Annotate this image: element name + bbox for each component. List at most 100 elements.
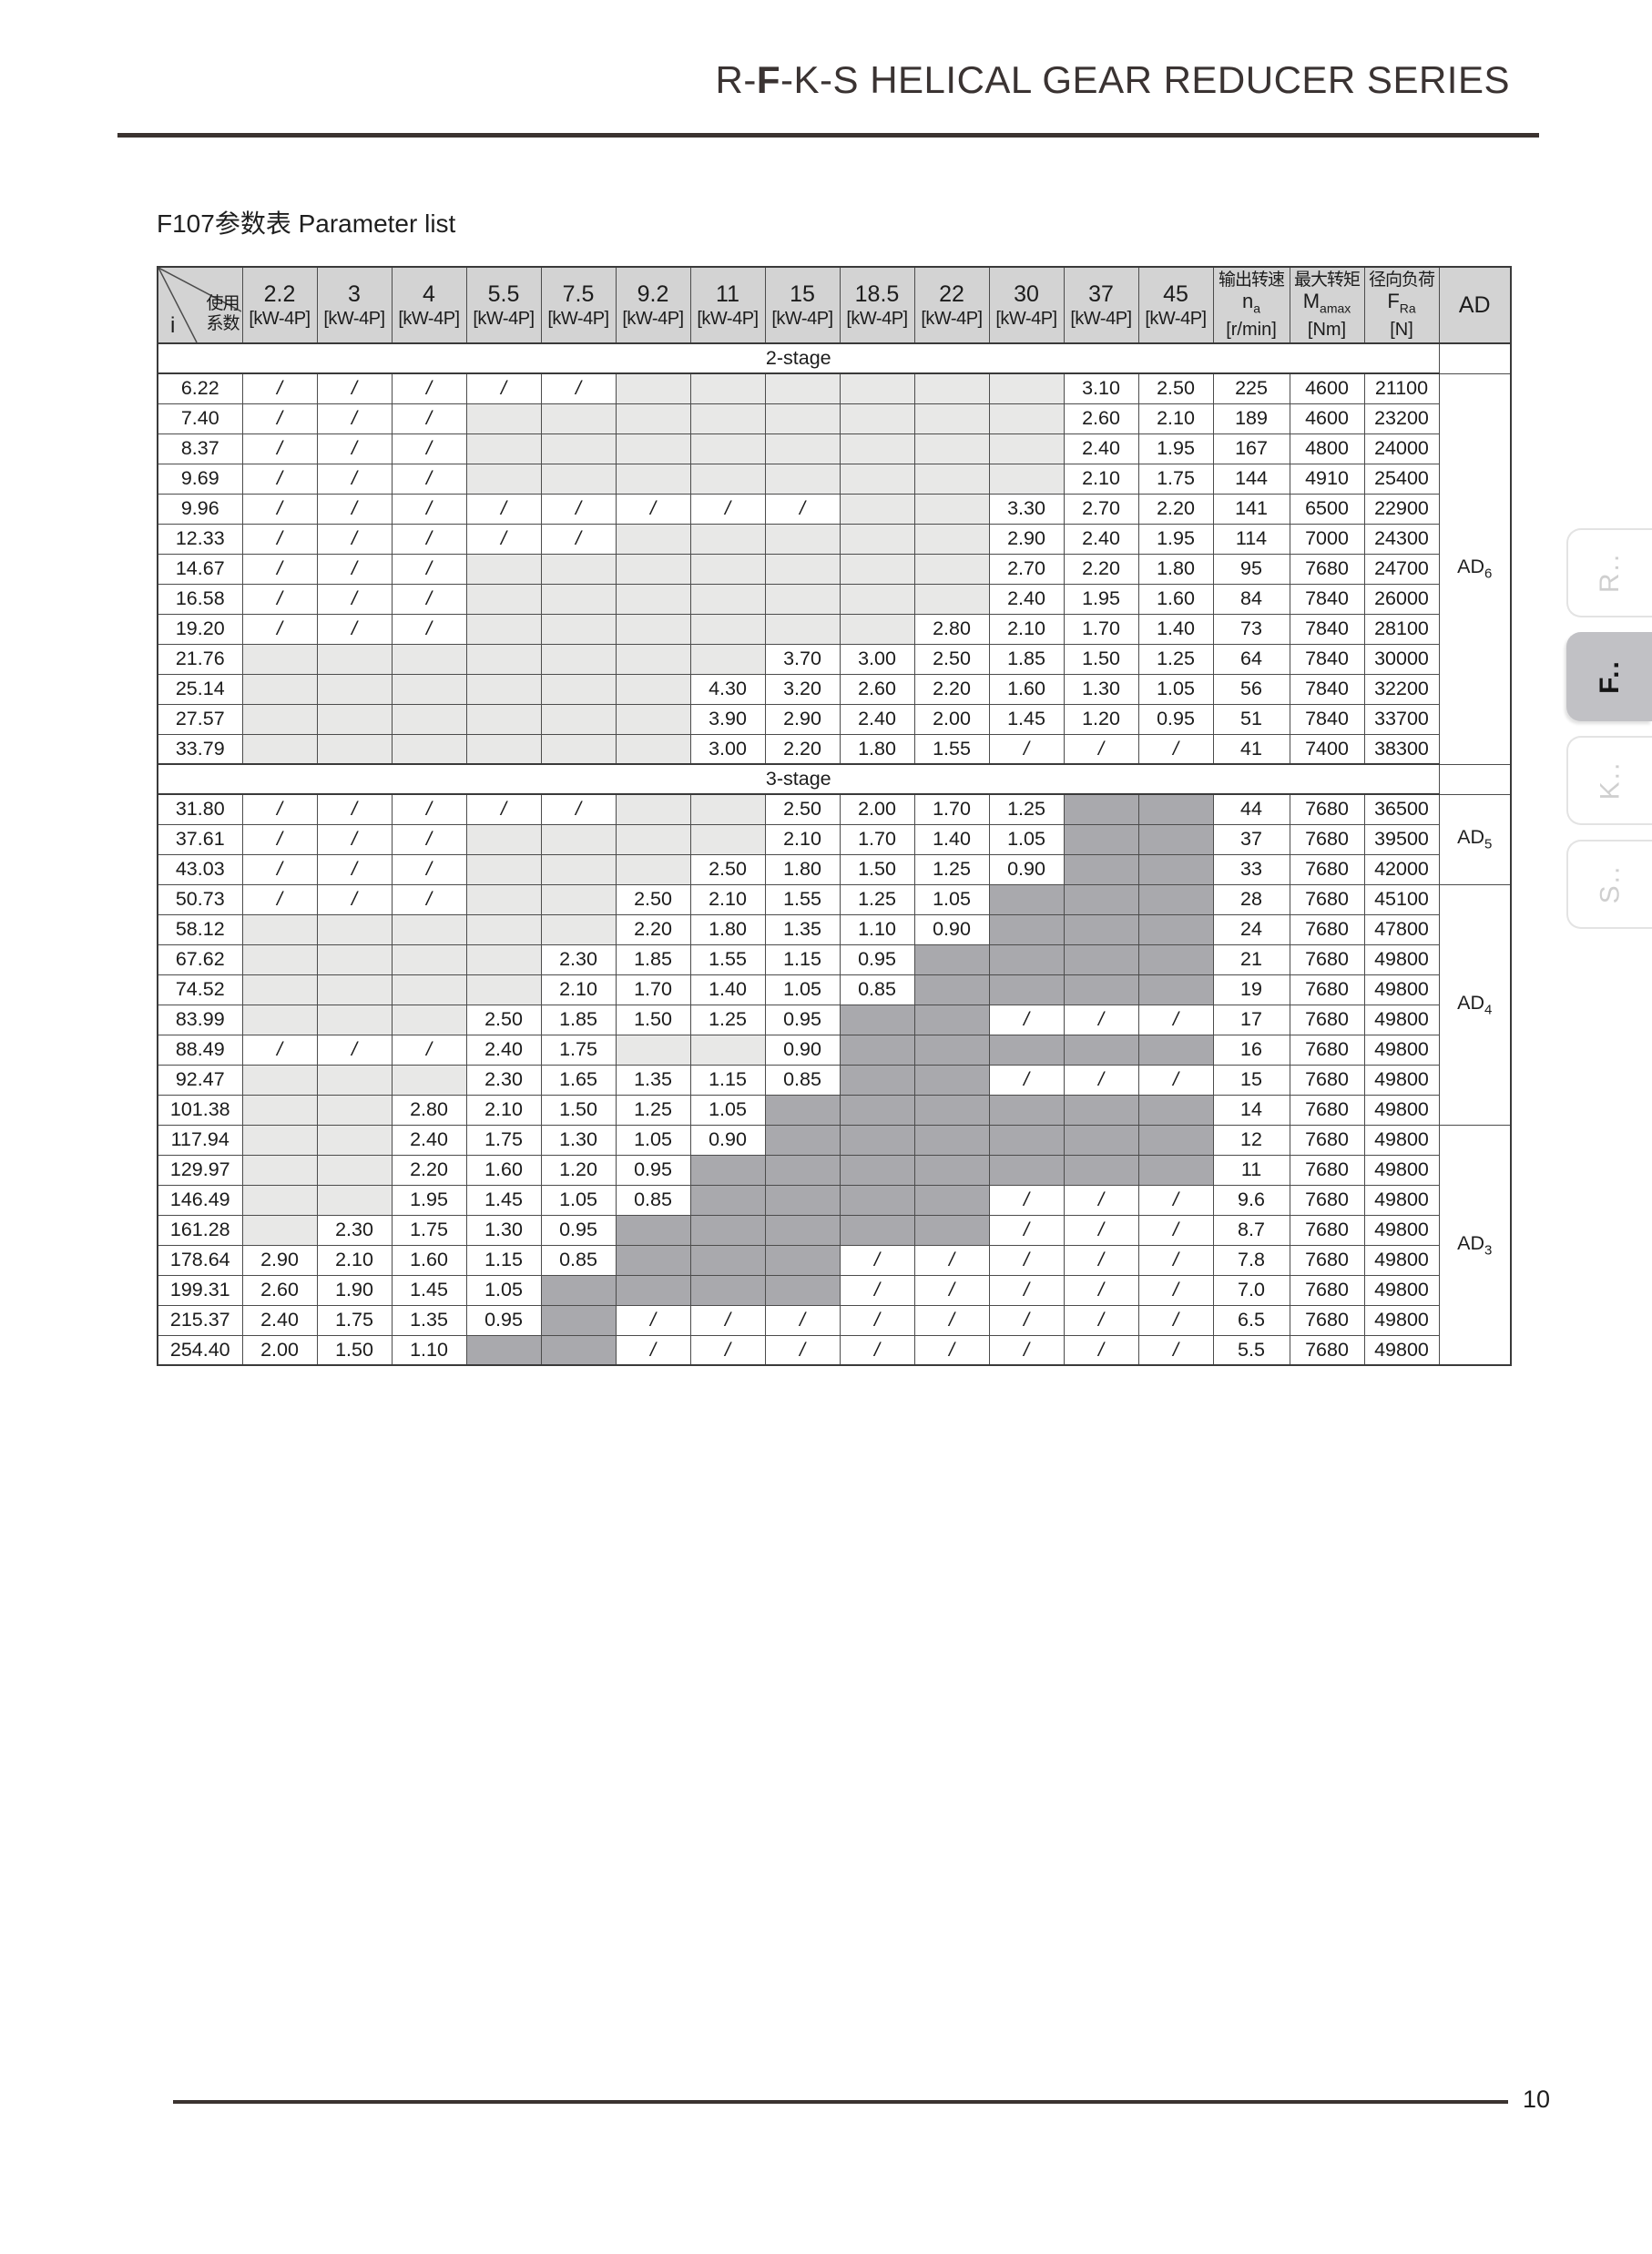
not-applicable-cell: / — [1137, 1184, 1214, 1216]
service-factor-cell: 1.50 — [316, 1334, 393, 1366]
table-row: 199.31 2.60 1.90 1.45 1.05// / //7.0 7680 49800 — [157, 1274, 1511, 1306]
blocked-cell — [764, 1244, 841, 1276]
empty-cell — [689, 463, 766, 495]
max-torque-cell: 4910 — [1289, 463, 1365, 495]
max-torque-cell: 7680 — [1289, 1094, 1365, 1126]
empty-cell — [241, 1004, 318, 1035]
side-tab-r[interactable]: R.. — [1566, 528, 1652, 617]
blocked-cell — [1137, 1154, 1214, 1186]
max-torque-cell: 7680 — [1289, 853, 1365, 885]
empty-cell — [540, 613, 617, 645]
empty-cell — [615, 553, 691, 585]
max-torque-cell: 7680 — [1289, 1214, 1365, 1246]
not-applicable-cell: / — [391, 403, 467, 434]
not-applicable-cell: / — [241, 523, 318, 555]
page-number: 10 — [1523, 2086, 1551, 2113]
not-applicable-cell: / — [1137, 1004, 1214, 1035]
col-header-11kw: 11 [kW-4P] — [689, 266, 766, 344]
blocked-cell — [1063, 913, 1139, 945]
service-factor-cell: 1.75 — [465, 1124, 542, 1156]
empty-cell — [241, 733, 318, 765]
service-factor-cell: 1.70 — [839, 823, 915, 855]
not-applicable-cell: / — [615, 1334, 691, 1366]
empty-cell — [689, 372, 766, 404]
not-applicable-cell: / — [1063, 1004, 1139, 1035]
not-applicable-cell: / — [913, 1304, 990, 1336]
radial-load-cell: 22900 — [1363, 493, 1440, 525]
service-factor-cell: 1.25 — [913, 853, 990, 885]
empty-cell — [839, 493, 915, 525]
empty-cell — [615, 643, 691, 675]
ratio-cell: 6.22 — [157, 372, 243, 404]
not-applicable-cell: / — [241, 553, 318, 585]
empty-cell — [241, 943, 318, 975]
service-factor-cell: 3.20 — [764, 673, 841, 705]
service-factor-cell: 1.95 — [1137, 523, 1214, 555]
not-applicable-cell: / — [839, 1334, 915, 1366]
service-factor-cell: 1.60 — [988, 673, 1065, 705]
max-torque-cell: 7680 — [1289, 793, 1365, 825]
side-tab-bar: R.. F.. K.. S.. — [1565, 0, 1652, 2254]
service-factor-cell: 2.80 — [391, 1094, 467, 1126]
empty-cell — [316, 1124, 393, 1156]
not-applicable-cell: / — [316, 553, 393, 585]
max-torque-cell: 4600 — [1289, 403, 1365, 434]
table-row: 37.61///2.10 1.70 1.40 1.05 37 7680 39500 — [157, 823, 1511, 855]
ratio-cell: 199.31 — [157, 1274, 243, 1306]
service-factor-cell: 1.60 — [1137, 583, 1214, 615]
service-factor-cell: 2.00 — [913, 703, 990, 735]
service-factor-cell: 2.10 — [540, 974, 617, 1005]
ratio-cell: 58.12 — [157, 913, 243, 945]
blocked-cell — [913, 1154, 990, 1186]
service-factor-cell: 1.25 — [689, 1004, 766, 1035]
blocked-cell — [1137, 974, 1214, 1005]
service-factor-cell: 2.40 — [391, 1124, 467, 1156]
table-row: 33.79 3.00 2.20 1.80 1.55///41 7400 38300 — [157, 733, 1511, 765]
service-factor-cell: 1.35 — [615, 1064, 691, 1096]
max-torque-cell: 7680 — [1289, 1154, 1365, 1186]
service-factor-cell: 1.25 — [988, 793, 1065, 825]
service-factor-cell: 0.90 — [913, 913, 990, 945]
empty-cell — [689, 523, 766, 555]
service-factor-cell: 1.80 — [689, 913, 766, 945]
service-factor-cell: 4.30 — [689, 673, 766, 705]
side-tab-f[interactable]: F.. — [1566, 632, 1652, 721]
not-applicable-cell: / — [241, 883, 318, 915]
empty-cell — [615, 823, 691, 855]
blocked-cell — [1063, 793, 1139, 825]
output-speed-cell: 15 — [1212, 1064, 1290, 1096]
output-speed-cell: 17 — [1212, 1004, 1290, 1035]
empty-cell — [839, 433, 915, 464]
radial-load-cell: 33700 — [1363, 703, 1440, 735]
table-row: 88.49///2.40 1.75 0.90 16 7680 49800 — [157, 1034, 1511, 1066]
blocked-cell — [1137, 1124, 1214, 1156]
service-factor-cell: 1.65 — [540, 1064, 617, 1096]
blocked-cell — [1063, 823, 1139, 855]
service-factor-cell: 1.95 — [391, 1184, 467, 1216]
not-applicable-cell: / — [764, 493, 841, 525]
ratio-cell: 9.96 — [157, 493, 243, 525]
side-tab-k[interactable]: K.. — [1566, 736, 1652, 825]
not-applicable-cell: / — [540, 372, 617, 404]
side-tab-s[interactable]: S.. — [1566, 840, 1652, 929]
service-factor-cell: 2.10 — [316, 1244, 393, 1276]
table-row: 27.57 3.90 2.90 2.40 2.00 1.45 1.20 0.95 51 7840 3… — [157, 703, 1511, 735]
ratio-cell: 74.52 — [157, 974, 243, 1005]
not-applicable-cell: / — [316, 372, 393, 404]
blocked-cell — [615, 1244, 691, 1276]
corner-header-cell: i 使用 系数 — [157, 266, 243, 344]
ratio-cell: 178.64 — [157, 1244, 243, 1276]
empty-cell — [615, 613, 691, 645]
ratio-cell: 21.76 — [157, 643, 243, 675]
not-applicable-cell: / — [391, 853, 467, 885]
table-row: 92.47 2.30 1.65 1.35 1.15 0.85///15 7680 49800 — [157, 1064, 1511, 1096]
empty-cell — [615, 703, 691, 735]
blocked-cell — [764, 1094, 841, 1126]
service-factor-cell: 2.30 — [465, 1064, 542, 1096]
col-header-max-torque: 最大转矩 Mamax [Nm] — [1289, 266, 1365, 344]
radial-load-cell: 38300 — [1363, 733, 1440, 765]
not-applicable-cell: / — [764, 1304, 841, 1336]
blocked-cell — [913, 974, 990, 1005]
max-torque-cell: 7680 — [1289, 883, 1365, 915]
blocked-cell — [988, 1154, 1065, 1186]
